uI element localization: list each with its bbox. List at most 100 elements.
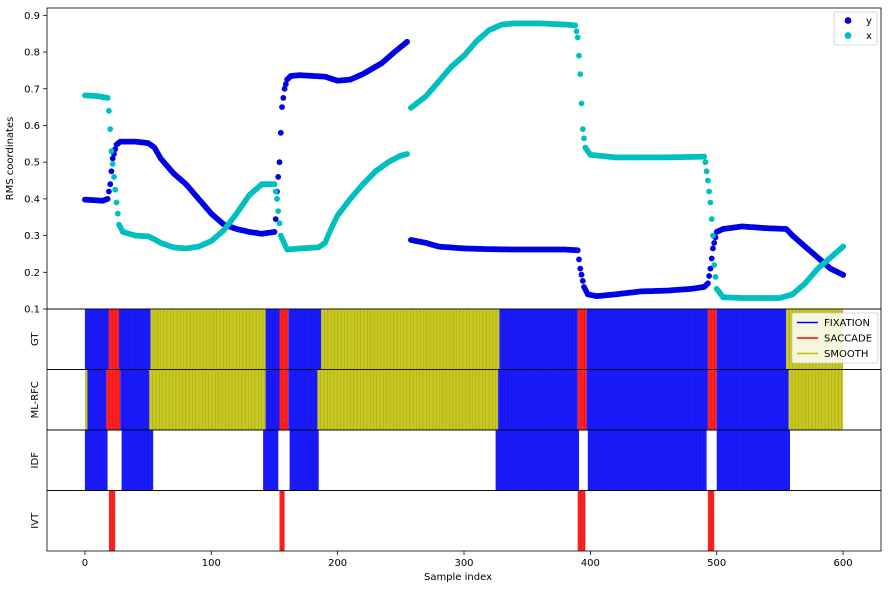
- event-segment-saccade: [707, 490, 715, 551]
- y-tick-label: 0.2: [24, 268, 40, 279]
- y-tick-label: 0.5: [24, 158, 40, 169]
- y-tick-label: 0.8: [24, 48, 40, 59]
- event-segment-fixation: [120, 369, 150, 430]
- event-segment-saccade: [106, 369, 121, 430]
- event-segment-fixation: [87, 369, 107, 430]
- y-tick-label: 0.4: [24, 194, 40, 205]
- point-y: [282, 81, 289, 88]
- point-x: [711, 262, 718, 268]
- x-tick-label: 600: [834, 558, 853, 569]
- event-segment-fixation: [716, 309, 787, 370]
- point-x: [572, 22, 579, 29]
- event-segment-fixation: [495, 430, 579, 491]
- point-x: [108, 148, 115, 155]
- event-segment-fixation: [263, 430, 279, 491]
- event-segment-fixation: [716, 369, 789, 430]
- event-segment-fixation: [498, 369, 578, 430]
- point-y: [107, 181, 114, 188]
- point-y: [578, 271, 585, 278]
- event-panel-idf: IDF: [30, 429, 882, 491]
- legend-label-fixation: FIXATION: [824, 318, 870, 329]
- point-x: [702, 159, 709, 166]
- point-x: [111, 174, 117, 180]
- point-y: [708, 255, 715, 262]
- point-y: [576, 256, 582, 263]
- x-tick-label: 500: [707, 558, 726, 569]
- legend-marker-x: [844, 32, 852, 39]
- legend-label-y: y: [866, 16, 872, 27]
- point-x: [272, 188, 279, 195]
- point-y: [272, 216, 279, 223]
- point-x: [578, 100, 585, 107]
- event-segment-fixation: [586, 369, 708, 430]
- x-tick-label: 100: [202, 558, 221, 569]
- point-x: [706, 188, 712, 195]
- y-tick-label: 0.7: [24, 84, 40, 95]
- event-segment-fixation: [586, 309, 708, 370]
- point-x: [274, 196, 280, 202]
- rms-scatter-panel: 0.1 0.2 0.3 0.4 0.5 0.6 0.7 0.8 0.9 RMS coordina…: [5, 7, 882, 316]
- event-segment-fixation: [84, 430, 108, 491]
- point-y: [279, 104, 285, 110]
- event-segments-ml-rfc: [84, 369, 844, 430]
- point-x: [712, 274, 719, 280]
- legend-label-x: x: [866, 31, 872, 42]
- event-segment-fixation: [587, 430, 707, 491]
- point-y: [707, 265, 714, 272]
- event-segment-fixation: [289, 430, 319, 491]
- point-x: [109, 161, 116, 167]
- event-legend-box: [791, 312, 879, 364]
- x-tick-label: 200: [328, 558, 347, 569]
- event-segment-smooth: [788, 369, 844, 430]
- event-segment-fixation: [716, 430, 790, 491]
- event-segment-fixation: [288, 369, 318, 430]
- event-segment-saccade: [279, 490, 285, 551]
- point-x: [112, 186, 119, 193]
- point-y: [280, 95, 287, 101]
- event-segment-saccade: [577, 309, 587, 370]
- y-axis-ticks: 0.1 0.2 0.3 0.4 0.5 0.6 0.7 0.8 0.9: [24, 11, 47, 316]
- point-y: [276, 159, 283, 166]
- series-x: [82, 20, 846, 301]
- point-x: [710, 232, 716, 239]
- point-x: [113, 199, 120, 206]
- event-segments-idf: [84, 430, 790, 491]
- point-x: [701, 153, 707, 160]
- point-y: [579, 278, 586, 284]
- event-segment-smooth: [149, 369, 266, 430]
- event-segment-fixation: [499, 309, 578, 370]
- point-x: [708, 216, 715, 223]
- x-axis-label: Sample index: [424, 572, 492, 583]
- point-y: [271, 229, 278, 235]
- event-segment-fixation: [84, 309, 109, 370]
- event-segments-ivt: [108, 490, 715, 551]
- event-segment-saccade: [577, 490, 586, 551]
- event-segment-smooth: [321, 309, 500, 370]
- event-panel-label-ivt: IVT: [30, 512, 41, 529]
- point-y: [840, 272, 846, 278]
- y-tick-label: 0.6: [24, 121, 40, 132]
- event-segment-saccade: [577, 369, 587, 430]
- point-y: [574, 247, 581, 254]
- event-segment-saccade: [279, 309, 289, 370]
- event-segment-fixation: [288, 309, 322, 370]
- point-x: [576, 52, 582, 59]
- event-segment-fixation: [119, 309, 151, 370]
- point-y: [106, 188, 112, 195]
- legend-label-saccade: SACCADE: [824, 334, 872, 345]
- event-segment-smooth: [84, 369, 88, 430]
- y-axis-label: RMS coordinates: [5, 117, 16, 201]
- point-y: [104, 196, 111, 202]
- point-x: [104, 95, 111, 101]
- event-segment-saccade: [108, 309, 119, 370]
- point-x: [114, 210, 121, 217]
- legend-label-smooth: SMOOTH: [824, 349, 868, 360]
- point-x: [705, 177, 711, 184]
- point-x: [275, 208, 282, 215]
- x-tick-label: 400: [581, 558, 600, 569]
- event-segment-smooth: [317, 369, 499, 430]
- point-y: [281, 85, 288, 92]
- point-x: [840, 243, 846, 250]
